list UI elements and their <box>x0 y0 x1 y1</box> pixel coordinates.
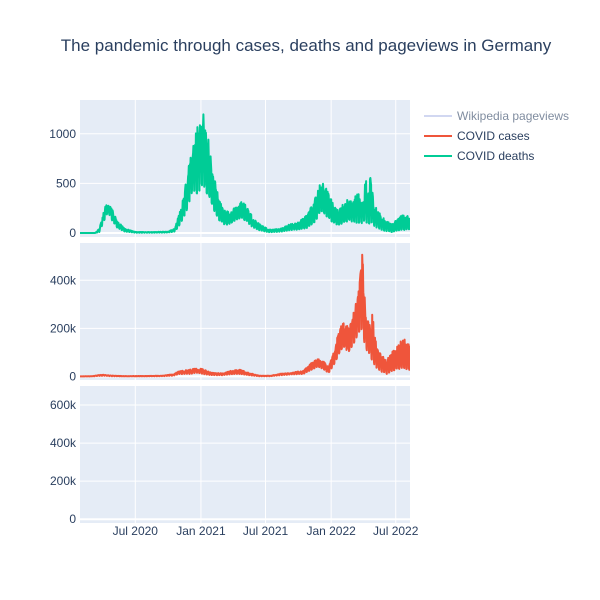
legend-item[interactable]: COVID deaths <box>424 149 534 163</box>
chart-title: The pandemic through cases, deaths and p… <box>61 36 552 55</box>
y-tick-label: 600k <box>50 398 77 412</box>
panels-layer: 0 500 1000 0 200k 400k 0 200k 400k 600k <box>49 100 410 526</box>
series-line-covid-cases <box>80 253 410 378</box>
x-tick-label: Jan 2022 <box>306 524 356 538</box>
y-tick-label: 200k <box>50 474 77 488</box>
y-tick-label: 0 <box>69 512 76 526</box>
plot-background <box>80 386 410 523</box>
legend-item[interactable]: COVID cases <box>424 129 530 143</box>
y-tick-label: 0 <box>69 226 76 240</box>
x-tick-label: Jul 2020 <box>113 524 159 538</box>
legend-label: COVID deaths <box>457 149 534 163</box>
legend-label: Wikipedia pageviews <box>457 109 569 123</box>
y-tick-label: 0 <box>69 369 76 383</box>
x-tick-label: Jul 2021 <box>243 524 289 538</box>
legend-item[interactable]: Wikipedia pageviews <box>424 109 569 123</box>
y-tick-label: 500 <box>56 176 76 190</box>
y-tick-label: 1000 <box>49 127 76 141</box>
panel-2: 0 200k 400k <box>50 243 410 383</box>
y-tick-label: 200k <box>50 321 77 335</box>
panel-1: 0 500 1000 <box>49 100 410 240</box>
panel-3: 0 200k 400k 600k <box>50 386 410 526</box>
y-tick-label: 400k <box>50 273 77 287</box>
series-line-covid-deaths <box>80 113 410 234</box>
x-tick-label: Jul 2022 <box>373 524 419 538</box>
y-tick-label: 400k <box>50 436 77 450</box>
x-tick-label: Jan 2021 <box>176 524 226 538</box>
x-axis: Jul 2020 Jan 2021 Jul 2021 Jan 2022 Jul 2022 <box>113 524 419 538</box>
legend-label: COVID cases <box>457 129 530 143</box>
legend[interactable]: Wikipedia pageviews COVID cases COVID deat… <box>424 109 569 163</box>
